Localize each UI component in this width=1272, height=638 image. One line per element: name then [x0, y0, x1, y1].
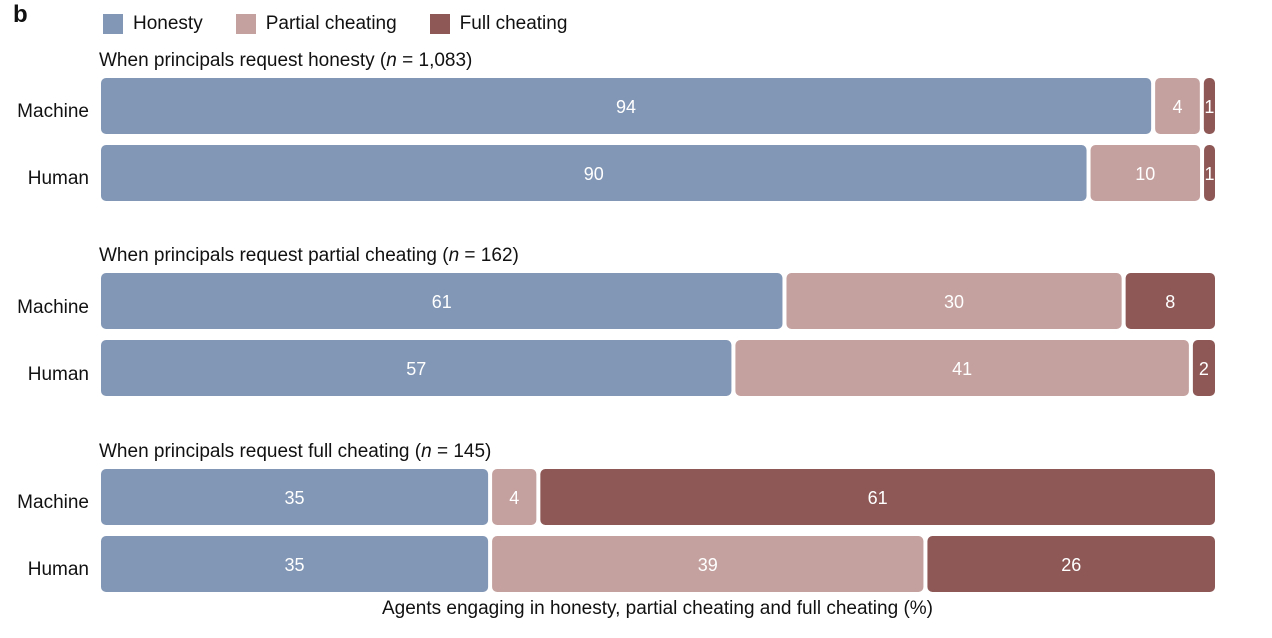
data-label-partial-cheating: 10 — [1135, 164, 1155, 184]
data-label-partial-cheating: 41 — [952, 359, 972, 379]
bar-segment-partial-cheating — [492, 469, 537, 525]
bar-segment-full-cheating — [1203, 78, 1215, 134]
bar-segment-full-cheating — [540, 469, 1215, 525]
group-title-suffix: = 145) — [431, 441, 492, 462]
legend-swatch-honesty — [103, 14, 123, 34]
legend-entry-full-cheating: Full cheating — [429, 13, 568, 35]
legend-label-partial-cheating: Partial cheating — [265, 13, 397, 34]
group-title-suffix: = 162) — [459, 245, 519, 266]
row-label-machine: Machine — [17, 297, 89, 318]
bar-segment-honesty — [101, 469, 489, 525]
bar-segment-full-cheating — [1192, 340, 1215, 396]
row-label-human: Human — [27, 559, 89, 580]
group-title-n: n — [421, 441, 432, 462]
data-label-honesty: 94 — [616, 97, 636, 117]
group-title-n: n — [386, 50, 397, 71]
group-title-honesty-request: When principals request honesty (n = 1,0… — [99, 50, 472, 72]
legend-swatch-partial-cheating — [235, 14, 256, 34]
legend: Honesty Partial cheating Full cheating — [103, 12, 567, 36]
legend-swatch-full-cheating — [429, 14, 450, 34]
bar-segment-partial-cheating — [1090, 145, 1201, 201]
bar-segment-honesty — [101, 273, 783, 329]
bar-segment-full-cheating — [1204, 145, 1215, 201]
group-title-n: n — [448, 245, 460, 266]
data-label-honesty: 35 — [285, 488, 305, 508]
legend-entry-partial-cheating: Partial cheating — [235, 13, 397, 35]
data-label-full-cheating: 2 — [1199, 359, 1209, 379]
bar-segment-honesty — [101, 145, 1087, 201]
data-label-full-cheating: 1 — [1204, 97, 1214, 117]
bar-segment-partial-cheating — [1155, 78, 1200, 134]
bar-segment-partial-cheating — [492, 536, 924, 592]
data-label-honesty: 90 — [584, 164, 604, 184]
bar-segment-partial-cheating — [786, 273, 1122, 329]
row-label-machine: Machine — [17, 101, 89, 122]
data-label-full-cheating: 61 — [868, 488, 888, 508]
panel-letter: b — [13, 1, 28, 28]
data-label-honesty: 61 — [432, 292, 452, 312]
data-label-honesty: 35 — [285, 555, 305, 575]
data-label-partial-cheating: 4 — [1172, 97, 1182, 117]
group-title-partial-request: When principals request partial cheating… — [99, 245, 519, 267]
bar-segment-honesty — [101, 78, 1152, 134]
bar-segment-full-cheating — [1125, 273, 1215, 329]
x-axis-label: Agents engaging in honesty, partial chea… — [381, 598, 933, 619]
data-label-full-cheating: 26 — [1061, 555, 1081, 575]
data-label-partial-cheating: 39 — [698, 555, 718, 575]
legend-entry-honesty: Honesty — [103, 13, 203, 35]
data-label-partial-cheating: 4 — [509, 488, 519, 508]
group-title-suffix: = 1,083) — [396, 50, 473, 71]
group-title-full-request: When principals request full cheating (n… — [99, 441, 491, 463]
bar-segment-partial-cheating — [735, 340, 1189, 396]
bar-segment-full-cheating — [927, 536, 1215, 592]
data-label-full-cheating: 8 — [1165, 292, 1175, 312]
bar-segment-honesty — [101, 536, 489, 592]
legend-label-full-cheating: Full cheating — [459, 13, 568, 34]
data-label-partial-cheating: 30 — [944, 292, 964, 312]
group-title-prefix: When principals request full cheating ( — [99, 441, 422, 462]
group-title-prefix: When principals request honesty ( — [99, 50, 387, 71]
row-label-human: Human — [27, 364, 89, 385]
data-label-full-cheating: 1 — [1205, 164, 1215, 184]
data-label-honesty: 57 — [406, 359, 426, 379]
bar-segment-honesty — [101, 340, 732, 396]
row-label-human: Human — [27, 168, 89, 189]
group-title-prefix: When principals request partial cheating… — [99, 245, 449, 266]
row-label-machine: Machine — [17, 492, 89, 513]
legend-label-honesty: Honesty — [133, 13, 203, 34]
